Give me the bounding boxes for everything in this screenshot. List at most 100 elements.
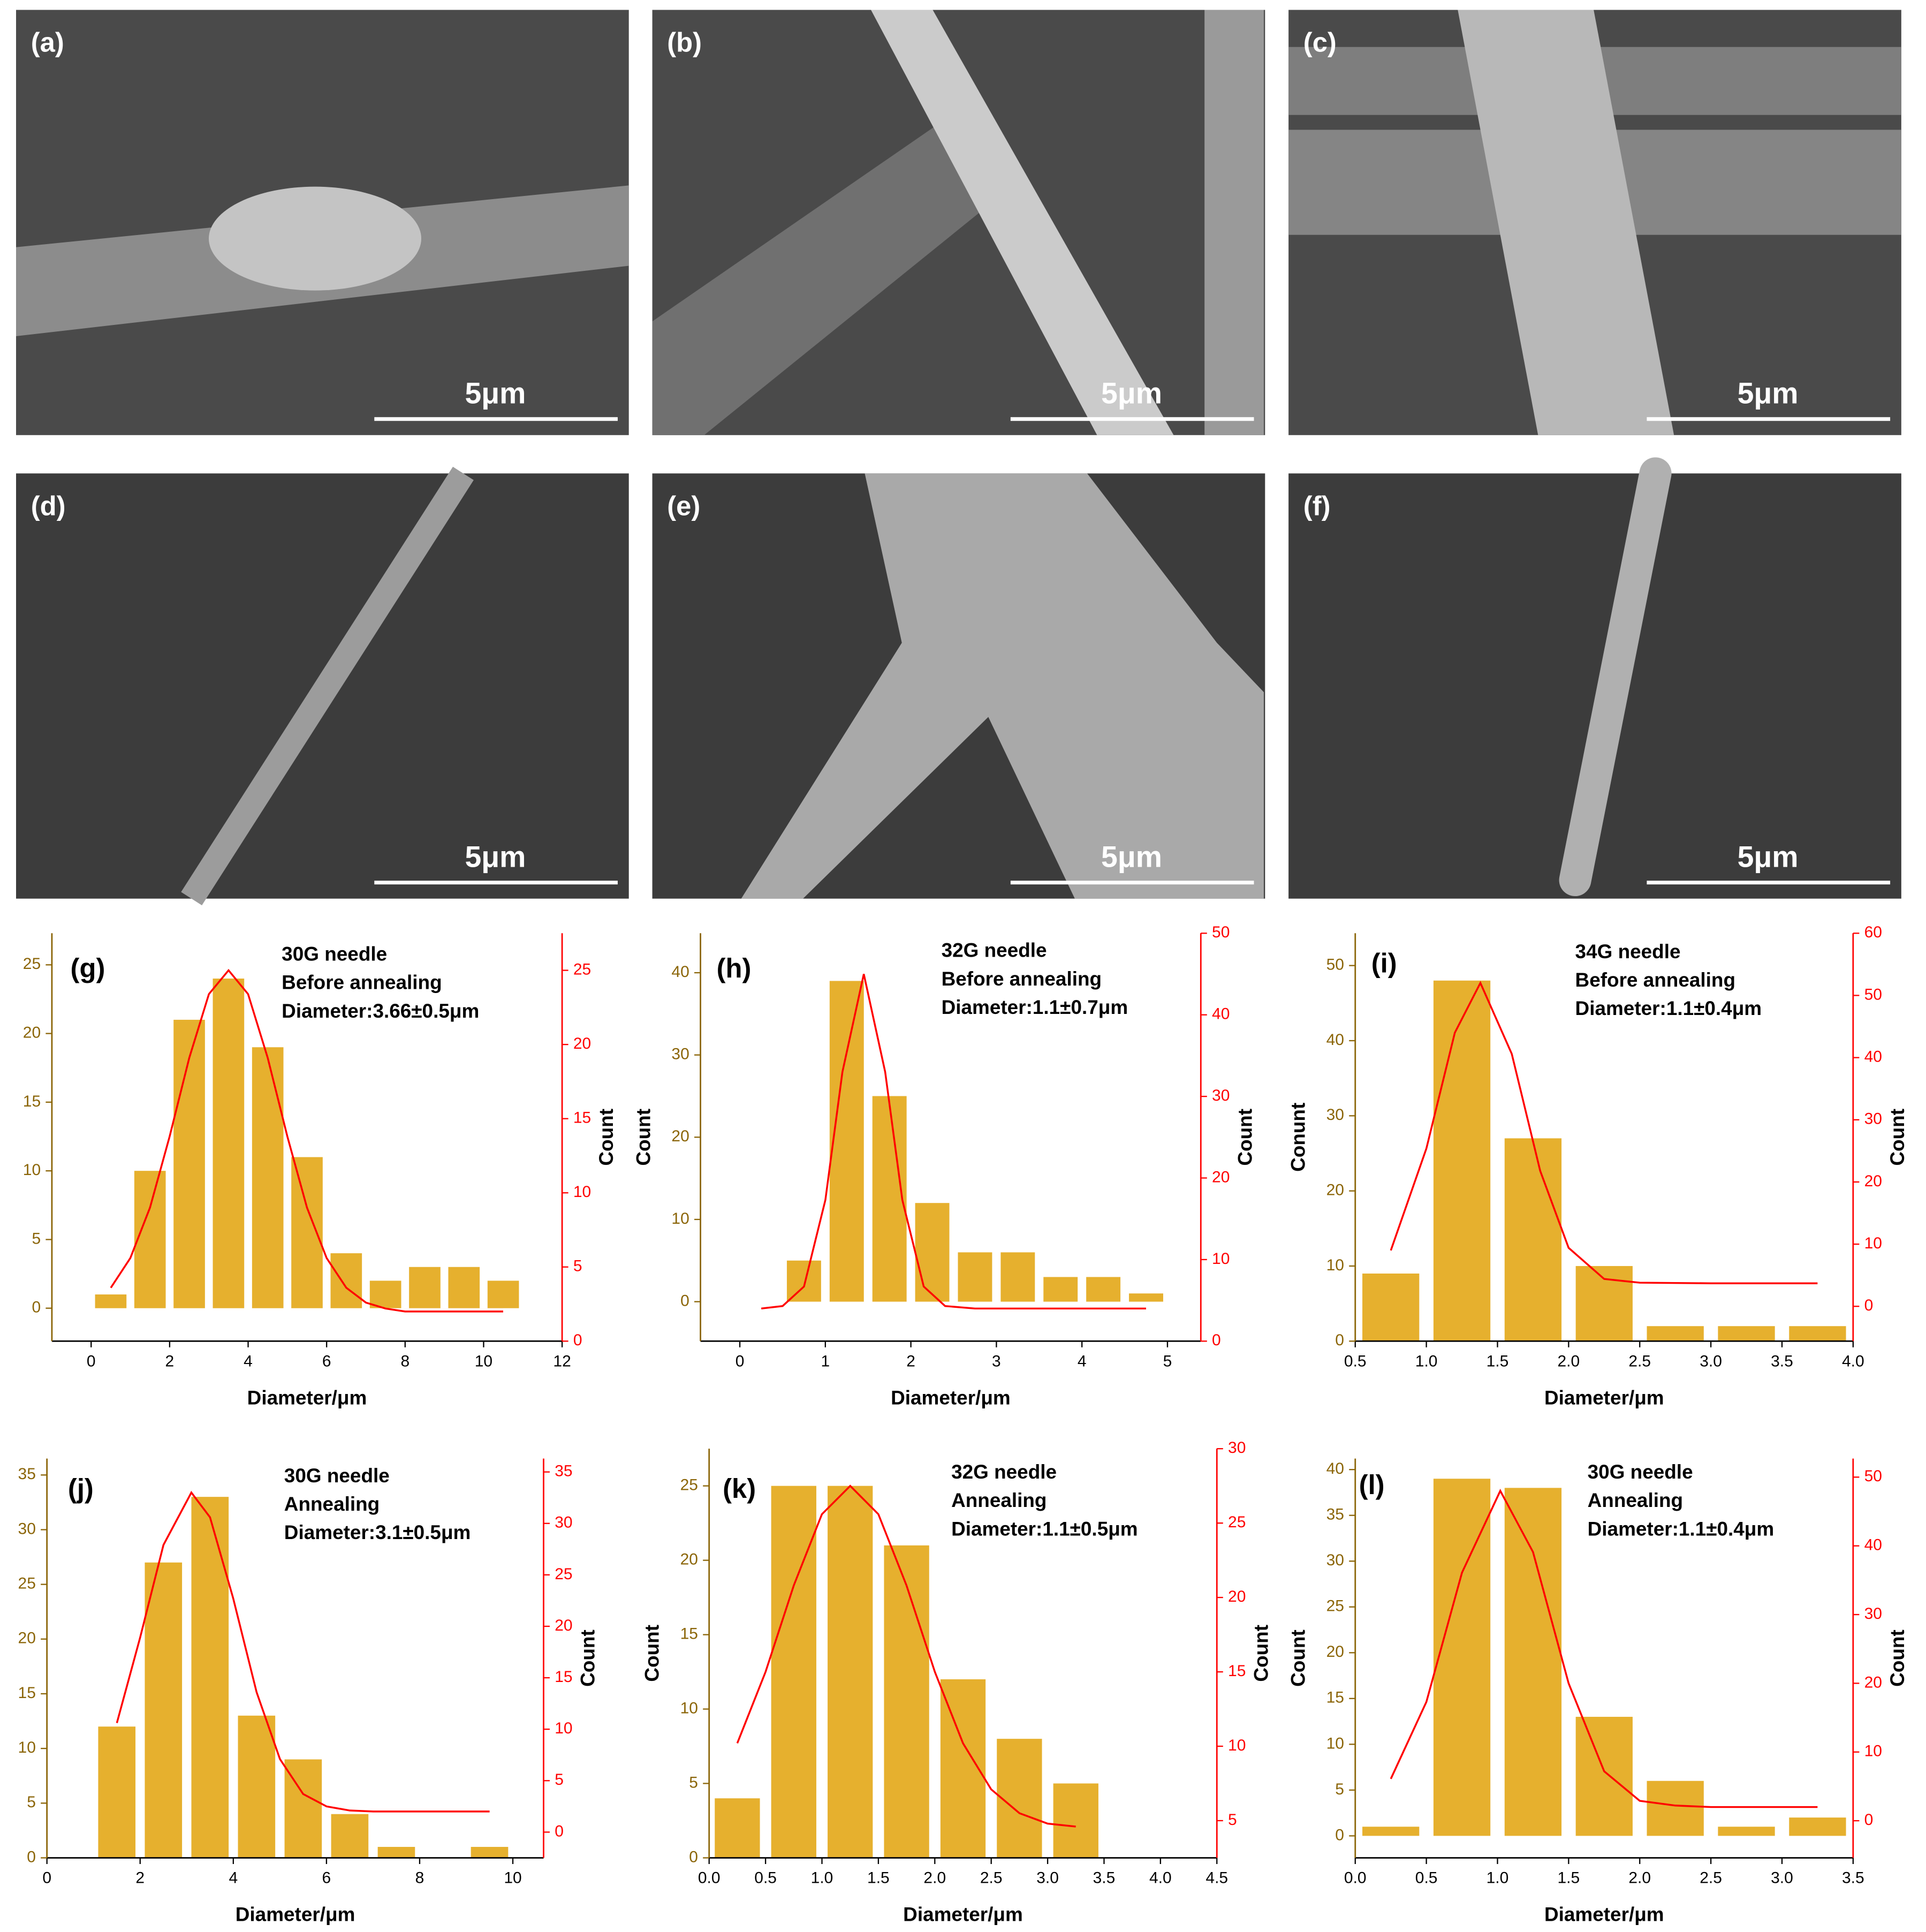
y-tick-label: 10 [18, 1739, 36, 1756]
x-tick-label: 1.5 [1558, 1869, 1580, 1887]
bar [829, 981, 864, 1302]
x-tick-label: 1.5 [1487, 1352, 1509, 1370]
annotation: 30G needle [284, 1465, 390, 1487]
fit-curve [1390, 981, 1818, 1284]
scale-bar-label: 5μm [1101, 840, 1162, 873]
y2-axis-label: Count [1250, 1625, 1272, 1682]
y2-tick-label: 10 [1228, 1737, 1246, 1754]
y-tick-label: 20 [671, 1127, 689, 1145]
fiber [871, 10, 1174, 435]
y-tick-label: 15 [23, 1093, 41, 1110]
y2-tick-label: 0 [1212, 1331, 1221, 1349]
bar [715, 1798, 760, 1858]
y2-tick-label: 15 [1228, 1662, 1246, 1680]
y-tick-label: 0 [1335, 1331, 1344, 1349]
y2-axis-label: Count [595, 1109, 617, 1166]
scale-bar-label: 5μm [1738, 377, 1799, 410]
x-tick-label: 10 [475, 1352, 492, 1370]
x-axis-label: Diameter/μm [236, 1904, 355, 1926]
y2-tick-label: 40 [1212, 1005, 1230, 1023]
annotation: Before annealing [282, 972, 442, 994]
bar [1789, 1817, 1846, 1836]
annotation: 30G needle [1588, 1461, 1693, 1483]
y-tick-label: 20 [680, 1551, 698, 1569]
y2-tick-label: 20 [555, 1617, 572, 1634]
histogram-chart: 0.0 0.5 1.0 1.5 2.0 2.5 3.0 3.5 4.0 4.5 0 5 10 15 20 25… [641, 1439, 1272, 1926]
sem-image: (e) 5μm [652, 473, 1265, 899]
fiber [1204, 10, 1264, 435]
x-tick-label: 2.0 [1628, 1869, 1651, 1887]
fit-curve [110, 968, 504, 1313]
bar [471, 1847, 509, 1858]
y-tick-label: 0 [27, 1848, 36, 1866]
y-tick-label: 40 [1326, 1031, 1344, 1049]
x-tick-label: 2 [135, 1869, 145, 1887]
x-axis-label: Diameter/μm [1544, 1904, 1664, 1926]
bar [1086, 1277, 1121, 1302]
y2-tick-label: 30 [1864, 1605, 1882, 1623]
bar [1043, 1277, 1078, 1302]
fiber [741, 473, 1264, 899]
x-tick-label: 1.5 [867, 1869, 890, 1887]
bar [786, 1260, 821, 1302]
y2-axis-label: Count [1886, 1630, 1908, 1687]
y2-tick-label: 20 [573, 1035, 591, 1052]
y-tick-label: 35 [18, 1465, 36, 1483]
y2-tick-label: 0 [1864, 1297, 1874, 1314]
annotation: Annealing [284, 1493, 380, 1515]
y-tick-label: 0 [689, 1848, 698, 1866]
y-axis-label: Count [632, 1109, 654, 1166]
bar [252, 1047, 284, 1308]
y2-tick-label: 5 [555, 1771, 564, 1789]
annotation: Diameter:1.1±0.4μm [1575, 997, 1762, 1019]
x-tick-label: 0.5 [1415, 1869, 1438, 1887]
x-tick-label: 6 [322, 1869, 331, 1887]
y2-tick-label: 50 [1212, 923, 1230, 941]
bar [95, 1294, 127, 1308]
sem-image: (c) 5μm [1288, 10, 1901, 435]
y-tick-label: 35 [1326, 1506, 1344, 1524]
bar [134, 1171, 166, 1308]
x-tick-label: 0.0 [698, 1869, 721, 1887]
bar [369, 1281, 401, 1308]
x-tick-label: 2.0 [1558, 1352, 1580, 1370]
annotation: Annealing [1588, 1489, 1683, 1511]
y-tick-label: 40 [1326, 1460, 1344, 1478]
y2-tick-label: 5 [1228, 1811, 1237, 1829]
y2-tick-label: 35 [555, 1463, 572, 1480]
bar [1647, 1326, 1704, 1342]
x-tick-label: 3.5 [1771, 1352, 1793, 1370]
bar [238, 1715, 276, 1858]
y-tick-label: 0 [32, 1299, 41, 1316]
annotation: 30G needle [282, 943, 387, 965]
x-tick-label: 2.5 [1628, 1352, 1651, 1370]
x-tick-label: 0 [87, 1352, 96, 1370]
annotation: Annealing [951, 1489, 1047, 1511]
y2-tick-label: 30 [1228, 1439, 1246, 1457]
y-tick-label: 25 [680, 1476, 698, 1494]
x-tick-label: 4.0 [1842, 1352, 1864, 1370]
x-tick-label: 0 [42, 1869, 51, 1887]
y2-tick-label: 25 [1228, 1513, 1246, 1531]
x-tick-label: 1 [821, 1352, 830, 1370]
bar [330, 1253, 362, 1308]
y2-tick-label: 30 [555, 1514, 572, 1532]
y2-tick-label: 0 [555, 1822, 564, 1840]
y2-axis-label: Count [577, 1630, 599, 1687]
y2-tick-label: 25 [573, 960, 591, 978]
y-axis-label: Conunt [1287, 1103, 1309, 1172]
y-tick-label: 15 [680, 1625, 698, 1642]
bar [1647, 1781, 1704, 1836]
annotation: 32G needle [942, 940, 1047, 961]
y-tick-label: 15 [1326, 1689, 1344, 1707]
panel-label: (h) [717, 953, 752, 983]
y-tick-label: 20 [1326, 1643, 1344, 1661]
fit-curve [116, 1490, 490, 1813]
y-tick-label: 5 [32, 1230, 41, 1247]
sem-image: (f) 5μm [1288, 457, 1901, 899]
y-tick-label: 20 [18, 1630, 36, 1647]
panel-label: (c) [1303, 27, 1337, 58]
y2-tick-label: 50 [1864, 986, 1882, 1003]
